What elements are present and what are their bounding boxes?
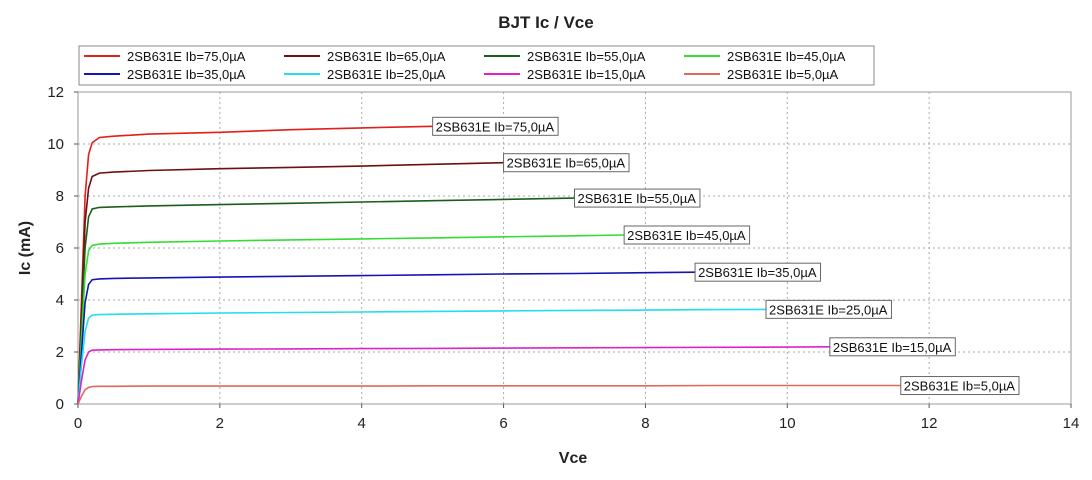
legend-label: 2SB631E Ib=75,0µA (127, 49, 246, 64)
x-tick-label: 0 (74, 415, 82, 432)
y-axis: 0 2 4 6 8 10 12 (47, 84, 78, 413)
series-line (77, 384, 901, 405)
curve-label-box (900, 376, 1020, 396)
series-line (77, 197, 575, 405)
x-tick-label: 6 (499, 415, 507, 432)
x-tick-label: 8 (641, 415, 649, 432)
y-tick-label: 2 (56, 344, 64, 361)
curve-label-box (503, 153, 630, 173)
x-tick-label: 12 (921, 415, 938, 432)
curve-label: 2SB631E Ib=75,0µA (432, 116, 559, 136)
legend-box (78, 45, 875, 86)
series-line (77, 271, 696, 405)
y-tick-label: 6 (56, 240, 64, 257)
legend-item: 2SB631E Ib=55,0µA (484, 49, 646, 64)
curve-label-text: 2SB631E Ib=35,0µA (698, 265, 817, 280)
curve-label-text: 2SB631E Ib=45,0µA (627, 228, 746, 243)
x-axis: 0 2 4 6 8 10 12 14 (74, 404, 1080, 432)
series-line (77, 346, 830, 405)
legend-label: 2SB631E Ib=5,0µA (727, 67, 839, 82)
x-axis-title: Vce (559, 450, 588, 467)
curve-label-text: 2SB631E Ib=75,0µA (436, 119, 555, 134)
curve-label-text: 2SB631E Ib=55,0µA (578, 191, 697, 206)
curves (77, 125, 901, 405)
curve-label-box (574, 188, 701, 208)
y-tick-label: 8 (56, 188, 64, 205)
curve-labels: 2SB631E Ib=75,0µA 2SB631E Ib=65,0µA 2SB631… (432, 116, 1020, 396)
curve-label: 2SB631E Ib=45,0µA (623, 225, 751, 245)
curve-label-box (623, 225, 751, 245)
curve-label: 2SB631E Ib=25,0µA (765, 299, 892, 319)
series-line (77, 125, 433, 405)
legend-item: 2SB631E Ib=75,0µA (84, 49, 246, 64)
curve-label-text: 2SB631E Ib=15,0µA (833, 340, 952, 355)
legend-label: 2SB631E Ib=65,0µA (327, 49, 446, 64)
y-tick-label: 12 (47, 84, 64, 101)
grid (78, 92, 1071, 404)
legend-label: 2SB631E Ib=15,0µA (527, 67, 646, 82)
legend-item: 2SB631E Ib=5,0µA (684, 67, 839, 82)
x-tick-label: 10 (779, 415, 796, 432)
x-tick-label: 2 (216, 415, 224, 432)
chart-title: BJT Ic / Vce (498, 13, 593, 32)
curve-label: 2SB631E Ib=5,0µA (900, 376, 1020, 396)
curve-label-box (765, 299, 892, 319)
curve-label-text: 2SB631E Ib=5,0µA (904, 379, 1016, 394)
curve-label-box (432, 116, 559, 136)
legend-item: 2SB631E Ib=45,0µA (684, 49, 846, 64)
series-line (77, 161, 504, 405)
curve-label-text: 2SB631E Ib=25,0µA (769, 302, 888, 317)
curve-label-box (829, 337, 956, 357)
curve-label: 2SB631E Ib=55,0µA (574, 188, 701, 208)
y-tick-label: 0 (56, 396, 64, 413)
curve-label-box (694, 262, 822, 282)
y-tick-label: 4 (56, 292, 64, 309)
curve-label: 2SB631E Ib=15,0µA (829, 337, 956, 357)
legend-item: 2SB631E Ib=15,0µA (484, 67, 646, 82)
legend: 2SB631E Ib=75,0µA 2SB631E Ib=65,0µA 2SB631… (78, 45, 875, 86)
curve-label-text: 2SB631E Ib=65,0µA (507, 156, 626, 171)
curve-label: 2SB631E Ib=35,0µA (694, 262, 822, 282)
legend-label: 2SB631E Ib=45,0µA (727, 49, 846, 64)
legend-label: 2SB631E Ib=55,0µA (527, 49, 646, 64)
y-tick-label: 10 (47, 136, 64, 153)
legend-label: 2SB631E Ib=25,0µA (327, 67, 446, 82)
legend-item: 2SB631E Ib=25,0µA (284, 67, 446, 82)
series-line (77, 234, 625, 405)
series-line (77, 308, 767, 405)
legend-label: 2SB631E Ib=35,0µA (127, 67, 246, 82)
legend-item: 2SB631E Ib=35,0µA (84, 67, 246, 82)
plot-area: 2SB631E Ib=75,0µA 2SB631E Ib=65,0µA 2SB631… (77, 91, 1072, 405)
y-axis-title: Ic (mA) (17, 221, 34, 275)
x-tick-label: 4 (358, 415, 366, 432)
legend-item: 2SB631E Ib=65,0µA (284, 49, 446, 64)
x-tick-label: 14 (1063, 415, 1080, 432)
curve-label: 2SB631E Ib=65,0µA (503, 153, 630, 173)
